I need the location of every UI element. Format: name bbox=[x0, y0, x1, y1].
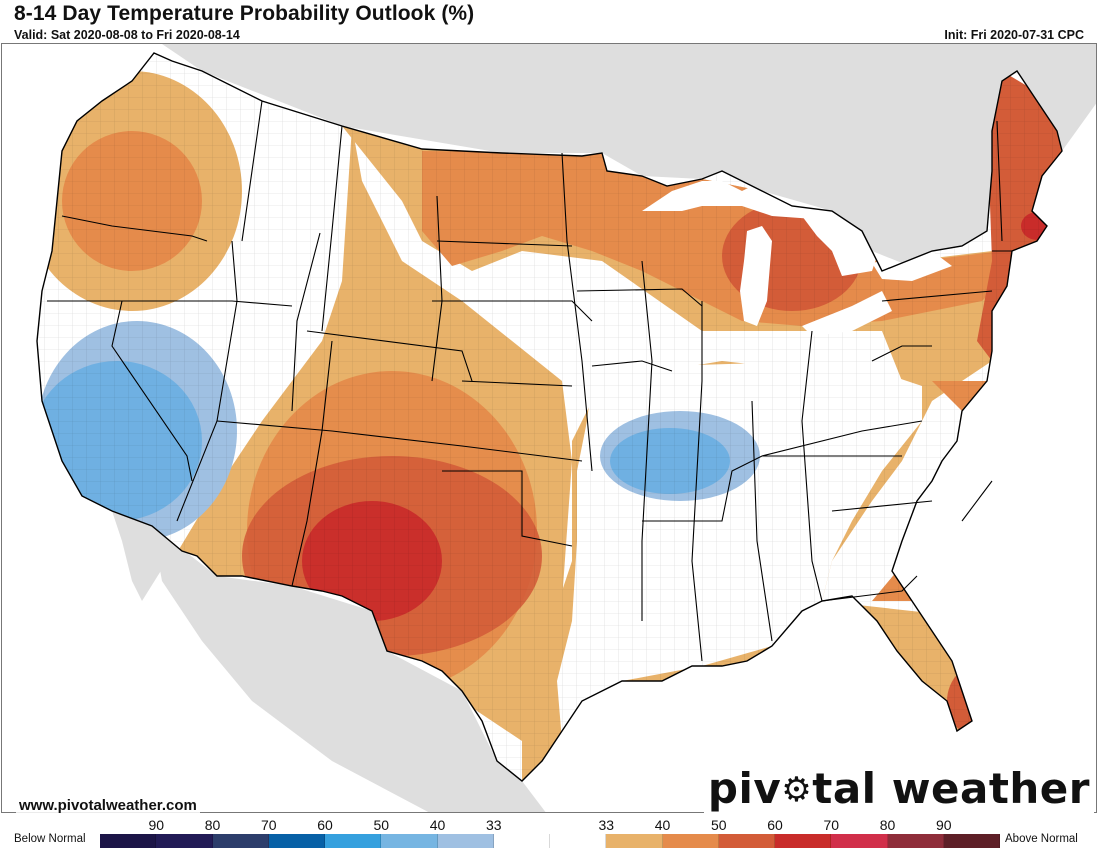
colorbar-segment-above-60-70 bbox=[775, 834, 832, 848]
colorbar-tick-label: 80 bbox=[204, 817, 221, 833]
colorbar-segment-near-33 bbox=[550, 834, 607, 848]
init-time: Init: Fri 2020-07-31 CPC bbox=[944, 28, 1084, 42]
colorbar-segment-below-40-50 bbox=[381, 834, 438, 848]
map-canvas bbox=[2, 44, 1096, 812]
colorbar-legend: Below Normal 90 80 70 60 50 40 33 33 40 50 60 70 80 9… bbox=[0, 814, 1100, 850]
colorbar-segment-above-40-50 bbox=[662, 834, 719, 848]
colorbar-tick-label: 70 bbox=[260, 817, 277, 833]
colorbar-segment-below-33-40 bbox=[437, 834, 494, 848]
colorbar-tick-label: 33 bbox=[485, 817, 502, 833]
site-url: www.pivotalweather.com bbox=[16, 797, 200, 814]
colorbar-segment-below-60-70 bbox=[268, 834, 325, 848]
brand-logo: piv⚙tal weather bbox=[703, 764, 1094, 815]
colorbar-tick-label: 50 bbox=[710, 817, 727, 833]
valid-period: Valid: Sat 2020-08-08 to Fri 2020-08-14 bbox=[14, 28, 240, 42]
outlook-map bbox=[1, 43, 1097, 813]
colorbar-segment-below-80-90 bbox=[156, 834, 213, 848]
colorbar-segment-above-50-60 bbox=[718, 834, 775, 848]
colorbar-tick-label: 40 bbox=[654, 817, 671, 833]
colorbar-segment-below-50-60 bbox=[325, 834, 382, 848]
colorbar-segment-above-70-80 bbox=[831, 834, 888, 848]
colorbar-tick-label: 33 bbox=[598, 817, 615, 833]
brand-text-prefix: piv bbox=[707, 764, 782, 813]
colorbar-below-label: Below Normal bbox=[14, 833, 86, 845]
page-title: 8-14 Day Temperature Probability Outlook… bbox=[14, 2, 475, 25]
brand-text-suffix: tal weather bbox=[812, 764, 1090, 813]
colorbar-bar bbox=[100, 834, 1000, 848]
colorbar-tick-label: 60 bbox=[767, 817, 783, 833]
colorbar-segment-above-33-40 bbox=[606, 834, 663, 848]
colorbar-tick-label: 60 bbox=[317, 817, 333, 833]
gear-icon: ⚙ bbox=[781, 770, 813, 810]
colorbar-segment-below-90-100 bbox=[100, 834, 157, 848]
colorbar-tick-label: 50 bbox=[373, 817, 390, 833]
colorbar-tick-label: 80 bbox=[879, 817, 896, 833]
colorbar-above-label: Above Normal bbox=[1005, 833, 1078, 845]
colorbar-segment-near-33 bbox=[493, 834, 550, 848]
colorbar-tick-label: 70 bbox=[823, 817, 840, 833]
colorbar-tick-label: 90 bbox=[148, 817, 165, 833]
colorbar-segment-below-70-80 bbox=[212, 834, 269, 848]
colorbar-segment-above-80-90 bbox=[887, 834, 944, 848]
colorbar-tick-label: 40 bbox=[429, 817, 446, 833]
colorbar-tick-label: 90 bbox=[935, 817, 952, 833]
colorbar-segment-above-90-100 bbox=[943, 834, 1000, 848]
